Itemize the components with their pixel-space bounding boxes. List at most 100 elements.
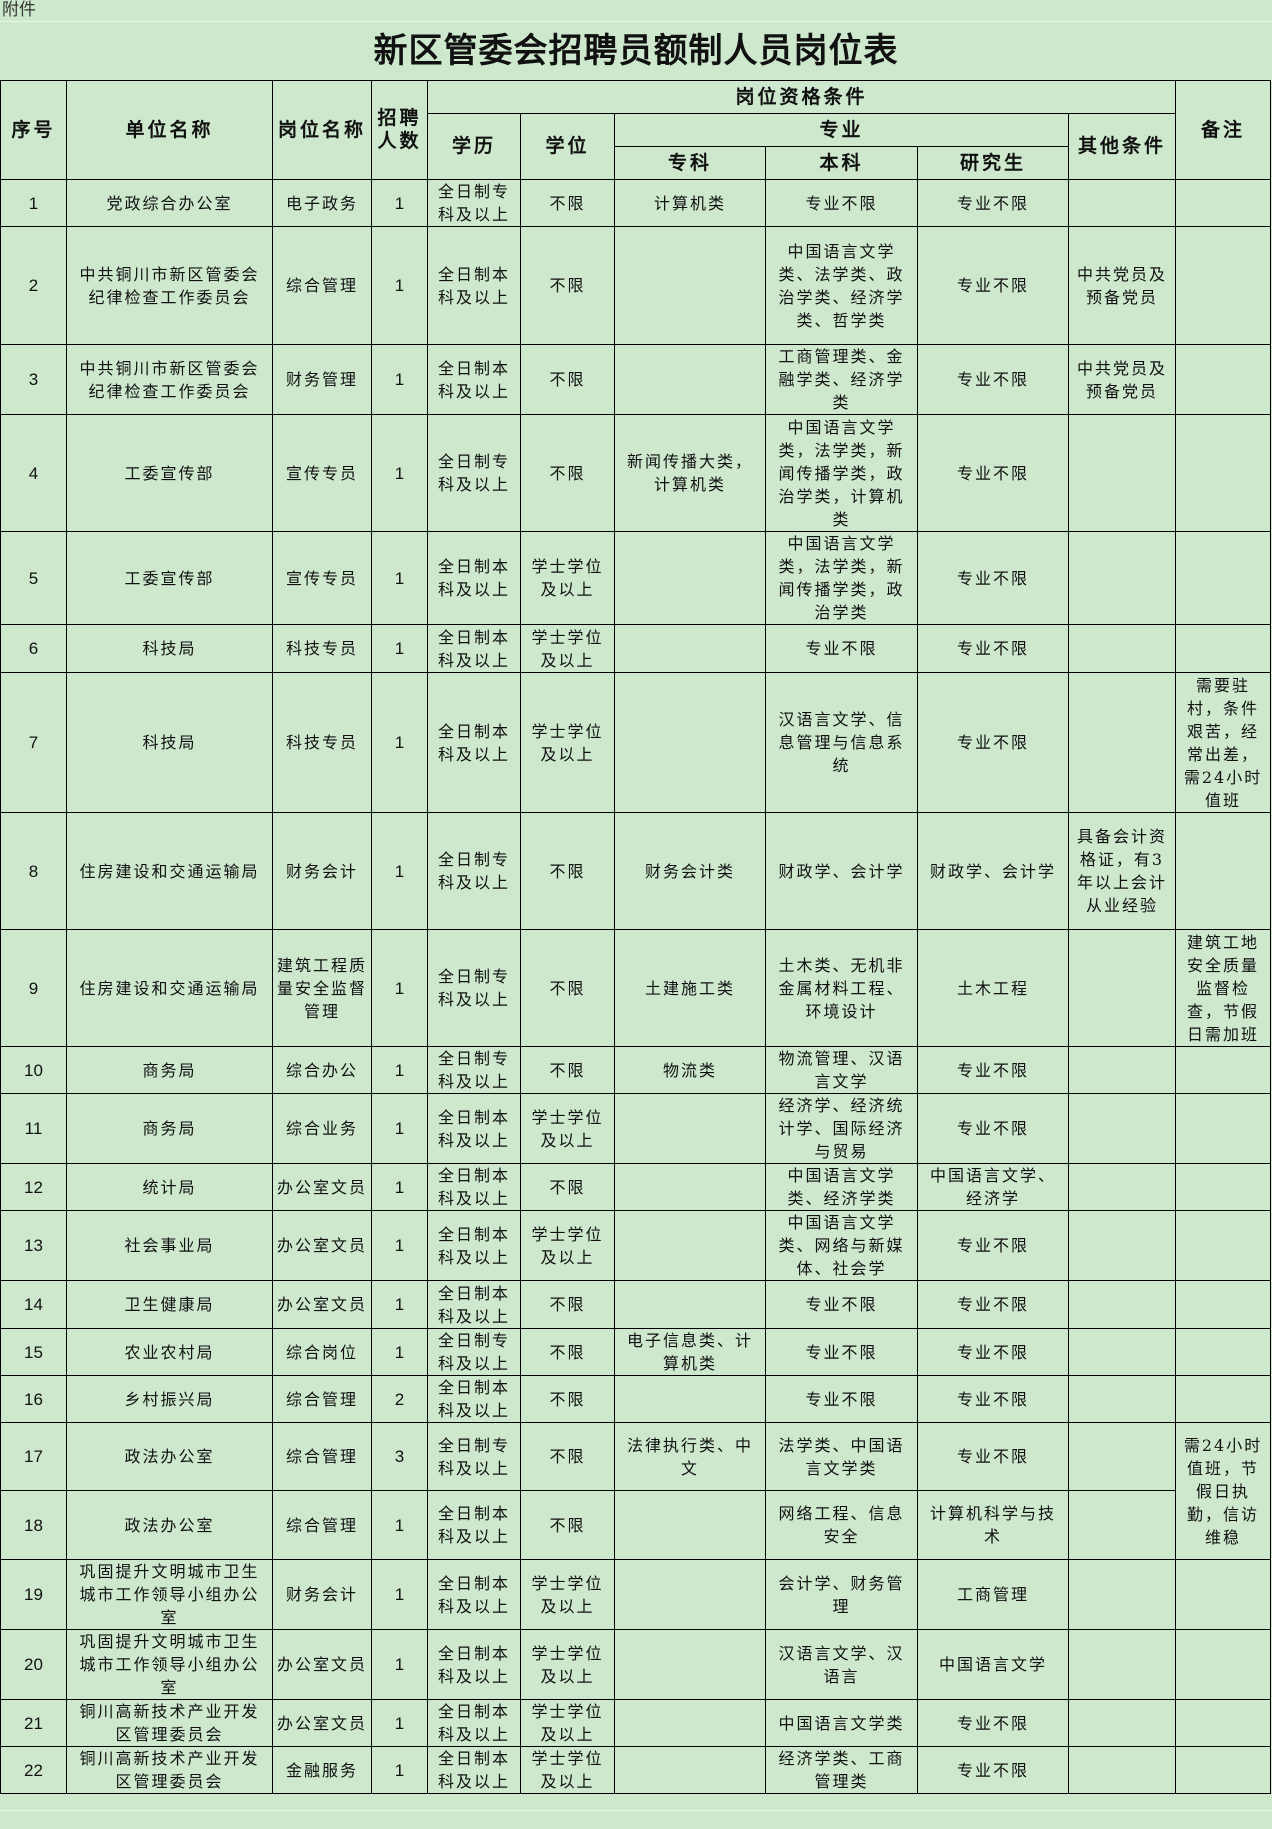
headcount-cell: 1 [371,812,428,930]
remark-cell [1175,1559,1272,1630]
degree-cell: 学士学位及以上 [520,1559,615,1630]
other-conditions-cell [1067,1375,1177,1423]
education-cell: 全日制本科及以上 [427,624,521,673]
header-graduate: 研究生 [917,146,1069,180]
unit-name-cell: 铜川高新技术产业开发区管理委员会 [66,1746,273,1794]
table-row: 14 卫生健康局 办公室文员 1 全日制本科及以上 不限 专业不限 专业不限 [0,1280,1272,1329]
header-junior-college: 专科 [614,146,766,180]
degree-cell: 不限 [520,812,615,930]
remark-cell: 需24小时值班，节假日执勤，信访维稳 [1175,1422,1272,1560]
undergraduate-major-cell: 法学类、中国语言文学类 [765,1422,918,1491]
graduate-major-cell: 专业不限 [917,624,1069,673]
other-conditions-cell [1067,1629,1177,1700]
post-name-cell: 综合管理 [272,1375,372,1423]
headcount-cell: 2 [371,1375,428,1423]
seq-cell: 18 [0,1490,67,1560]
headcount-cell: 1 [371,672,428,813]
education-cell: 全日制专科及以上 [427,812,521,930]
post-name-cell: 金融服务 [272,1746,372,1794]
unit-name-cell: 中共铜川市新区管委会纪律检查工作委员会 [66,344,273,415]
undergraduate-major-cell: 物流管理、汉语言文学 [765,1046,918,1094]
junior-college-major-cell: 土建施工类 [614,929,766,1047]
undergraduate-major-cell: 中国语言文学类、网络与新媒体、社会学 [765,1210,918,1281]
header-major: 专业 [614,113,1069,147]
table-row: 16 乡村振兴局 综合管理 2 全日制本科及以上 不限 专业不限 专业不限 [0,1375,1272,1423]
education-cell: 全日制本科及以上 [427,1375,521,1423]
degree-cell: 不限 [520,226,615,345]
seq-cell: 15 [0,1328,67,1376]
graduate-major-cell: 中国语言文学 [917,1629,1069,1700]
degree-cell: 不限 [520,1328,615,1376]
remark-cell [1175,226,1272,345]
remark-cell [1175,1629,1272,1700]
education-cell: 全日制本科及以上 [427,1280,521,1329]
other-conditions-cell [1067,1163,1177,1211]
seq-cell: 11 [0,1093,67,1164]
unit-name-cell: 巩固提升文明城市卫生城市工作领导小组办公室 [66,1629,273,1700]
graduate-major-cell: 专业不限 [917,531,1069,625]
other-conditions-cell [1067,531,1177,625]
graduate-major-cell: 专业不限 [917,344,1069,415]
table-row: 15 农业农村局 综合岗位 1 全日制专科及以上 不限 电子信息类、计算机类 专业不限 专业不限 [0,1328,1272,1376]
other-conditions-cell [1067,1559,1177,1630]
other-conditions-cell [1067,1699,1177,1747]
remark-cell [1175,1699,1272,1747]
headcount-cell: 1 [371,1629,428,1700]
other-conditions-cell [1067,1746,1177,1794]
junior-college-major-cell: 新闻传播大类，计算机类 [614,414,766,532]
degree-cell: 不限 [520,1163,615,1211]
post-name-cell: 科技专员 [272,672,372,813]
unit-name-cell: 工委宣传部 [66,414,273,532]
remark-cell [1175,1210,1272,1281]
degree-cell: 学士学位及以上 [520,1629,615,1700]
seq-cell: 8 [0,812,67,930]
unit-name-cell: 中共铜川市新区管委会纪律检查工作委员会 [66,226,273,345]
undergraduate-major-cell: 工商管理类、金融学类、经济学类 [765,344,918,415]
table-row: 21 铜川高新技术产业开发区管理委员会 办公室文员 1 全日制本科及以上 学士学位及以上 中… [0,1699,1272,1747]
graduate-major-cell: 专业不限 [917,1210,1069,1281]
other-conditions-cell [1067,672,1177,813]
post-name-cell: 综合管理 [272,1422,372,1491]
post-name-cell: 综合管理 [272,1490,372,1560]
post-name-cell: 综合业务 [272,1093,372,1164]
remark-cell [1175,1328,1272,1376]
degree-cell: 学士学位及以上 [520,672,615,813]
unit-name-cell: 巩固提升文明城市卫生城市工作领导小组办公室 [66,1559,273,1630]
post-name-cell: 办公室文员 [272,1699,372,1747]
other-conditions-cell: 具备会计资格证，有3年以上会计从业经验 [1067,812,1177,930]
graduate-major-cell: 专业不限 [917,1746,1069,1794]
unit-name-cell: 政法办公室 [66,1422,273,1491]
post-name-cell: 建筑工程质量安全监督管理 [272,929,372,1047]
post-name-cell: 宣传专员 [272,531,372,625]
unit-name-cell: 社会事业局 [66,1210,273,1281]
education-cell: 全日制本科及以上 [427,1559,521,1630]
education-cell: 全日制专科及以上 [427,1422,521,1491]
post-name-cell: 综合管理 [272,226,372,345]
degree-cell: 不限 [520,414,615,532]
headcount-cell: 1 [371,1280,428,1329]
table-row: 17 政法办公室 综合管理 3 全日制专科及以上 不限 法律执行类、中文 法学类、中国语言文学… [0,1422,1272,1560]
headcount-cell: 1 [371,1746,428,1794]
undergraduate-major-cell: 中国语言文学类、经济学类 [765,1163,918,1211]
other-conditions-cell: 中共党员及预备党员 [1067,344,1177,415]
graduate-major-cell: 专业不限 [917,414,1069,532]
junior-college-major-cell [614,226,766,345]
other-conditions-cell [1067,1422,1177,1491]
unit-name-cell: 商务局 [66,1093,273,1164]
table-row: 10 商务局 综合办公 1 全日制专科及以上 不限 物流类 物流管理、汉语言文学 专业不限 [0,1046,1272,1094]
education-cell: 全日制专科及以上 [427,414,521,532]
other-conditions-cell [1067,1280,1177,1329]
graduate-major-cell: 专业不限 [917,179,1069,227]
seq-cell: 21 [0,1699,67,1747]
degree-cell: 学士学位及以上 [520,531,615,625]
remark-cell [1175,179,1272,227]
junior-college-major-cell [614,1210,766,1281]
junior-college-major-cell [614,1490,766,1560]
headcount-cell: 1 [371,344,428,415]
remark-cell [1175,1746,1272,1794]
junior-college-major-cell: 物流类 [614,1046,766,1094]
undergraduate-major-cell: 专业不限 [765,179,918,227]
remark-cell: 建筑工地安全质量监督检查，节假日需加班 [1175,929,1272,1047]
table-row: 5 工委宣传部 宣传专员 1 全日制本科及以上 学士学位及以上 中国语言文学类，法学类，新闻… [0,531,1272,625]
headcount-cell: 1 [371,179,428,227]
